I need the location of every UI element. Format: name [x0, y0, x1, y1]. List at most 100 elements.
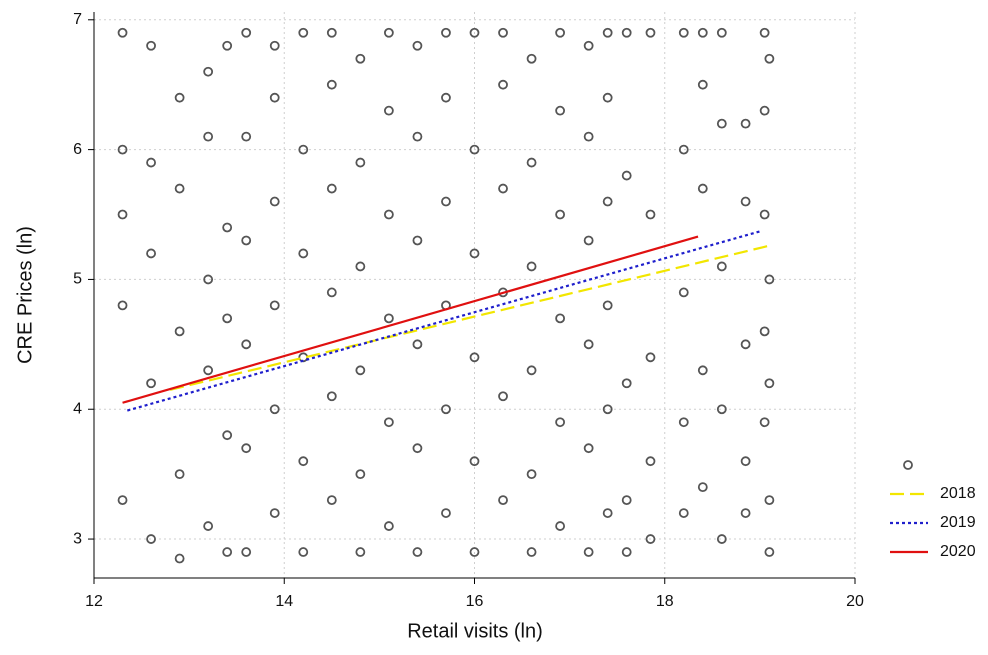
scatter-point: [298, 27, 309, 38]
scatter-point: [716, 404, 727, 415]
scatter-point: [241, 547, 252, 557]
scatter-point: [383, 27, 394, 38]
scatter-point: [621, 170, 632, 181]
scatter-point: [469, 27, 480, 38]
scatter-point: [526, 469, 537, 480]
scatter-point: [269, 404, 280, 415]
scatter-point: [469, 352, 480, 363]
scatter-point: [678, 144, 689, 155]
scatter-point: [602, 300, 613, 311]
scatter-point: [203, 274, 214, 285]
scatter-point: [355, 365, 366, 376]
y-tick-label: 5: [73, 271, 82, 288]
fit-line: [122, 235, 699, 404]
scatter-point: [716, 27, 727, 38]
scatter-point: [241, 443, 252, 454]
scatter-point: [678, 27, 689, 38]
scatter-point: [469, 547, 480, 557]
scatter-point: [678, 417, 689, 428]
scatter-point: [298, 352, 309, 363]
scatter-point: [469, 144, 480, 155]
scatter-point: [697, 79, 708, 90]
scatter-point: [526, 261, 537, 272]
scatter-point: [645, 456, 656, 467]
scatter-point: [441, 508, 451, 518]
y-tick-label: 4: [73, 400, 82, 417]
scatter-point: [174, 326, 185, 337]
y-axis-label: CRE Prices (ln): [14, 226, 36, 364]
scatter-point: [203, 521, 214, 531]
scatter-point: [441, 92, 451, 103]
scatter-point: [555, 105, 566, 116]
scatter-point: [241, 27, 252, 38]
scatter-point: [759, 326, 770, 337]
scatter-point: [146, 157, 156, 168]
legend-label: 2018: [940, 485, 976, 502]
scatter-point: [146, 40, 156, 51]
scatter-point: [355, 157, 366, 168]
scatter-point: [146, 534, 156, 544]
scatter-point: [441, 196, 451, 207]
scatter-point: [583, 547, 594, 557]
scatter-point: [678, 508, 689, 518]
scatter-point: [117, 209, 128, 220]
scatter-point: [764, 378, 775, 389]
scatter-point: [383, 313, 394, 324]
scatter-point: [498, 391, 508, 402]
scatter-point: [678, 287, 689, 298]
scatter-point: [412, 235, 423, 246]
scatter-point: [498, 79, 508, 90]
scatter-point: [203, 131, 214, 142]
scatter-point: [621, 27, 632, 38]
scatter-point: [621, 547, 632, 557]
scatter-point: [555, 313, 566, 324]
scatter-point: [222, 40, 233, 51]
x-tick-label: 12: [85, 593, 103, 610]
scatter-point: [326, 27, 337, 38]
scatter-point: [269, 40, 280, 51]
legend-marker: [903, 460, 913, 470]
scatter-point: [222, 222, 233, 233]
scatter-point: [716, 261, 727, 272]
scatter-point: [241, 131, 252, 142]
scatter-point: [298, 547, 309, 557]
x-axis-label: Retail visits (ln): [407, 620, 543, 642]
scatter-point: [326, 287, 337, 298]
scatter-point: [583, 131, 594, 142]
scatter-point: [326, 183, 337, 194]
x-tick-label: 14: [275, 593, 293, 610]
scatter-point: [241, 235, 252, 246]
scatter-point: [412, 339, 423, 350]
scatter-point: [326, 391, 337, 402]
scatter-point: [412, 131, 423, 142]
scatter-point: [555, 209, 566, 220]
scatter-point: [526, 365, 537, 376]
scatter-point: [146, 378, 156, 389]
scatter-point: [269, 300, 280, 311]
scatter-point: [645, 27, 656, 38]
scatter-point: [583, 339, 594, 350]
scatter-point: [222, 313, 233, 324]
y-tick-label: 3: [73, 530, 82, 547]
scatter-point: [469, 456, 480, 467]
scatter-point: [526, 53, 537, 64]
scatter-point: [203, 66, 214, 77]
scatter-point: [383, 521, 394, 531]
scatter-point: [355, 547, 366, 557]
x-tick-label: 18: [656, 593, 674, 610]
scatter-point: [759, 209, 770, 220]
scatter-point: [740, 118, 751, 129]
y-tick-label: 6: [73, 141, 82, 158]
scatter-point: [697, 365, 708, 376]
scatter-point: [146, 248, 156, 259]
scatter-point: [269, 92, 280, 103]
scatter-point: [355, 53, 366, 64]
scatter-point: [222, 547, 233, 557]
scatter-point: [716, 118, 727, 129]
scatter-point: [555, 521, 566, 531]
scatter-point: [740, 339, 751, 350]
scatter-point: [583, 235, 594, 246]
fit-line: [126, 230, 761, 412]
scatter-point: [469, 248, 480, 259]
